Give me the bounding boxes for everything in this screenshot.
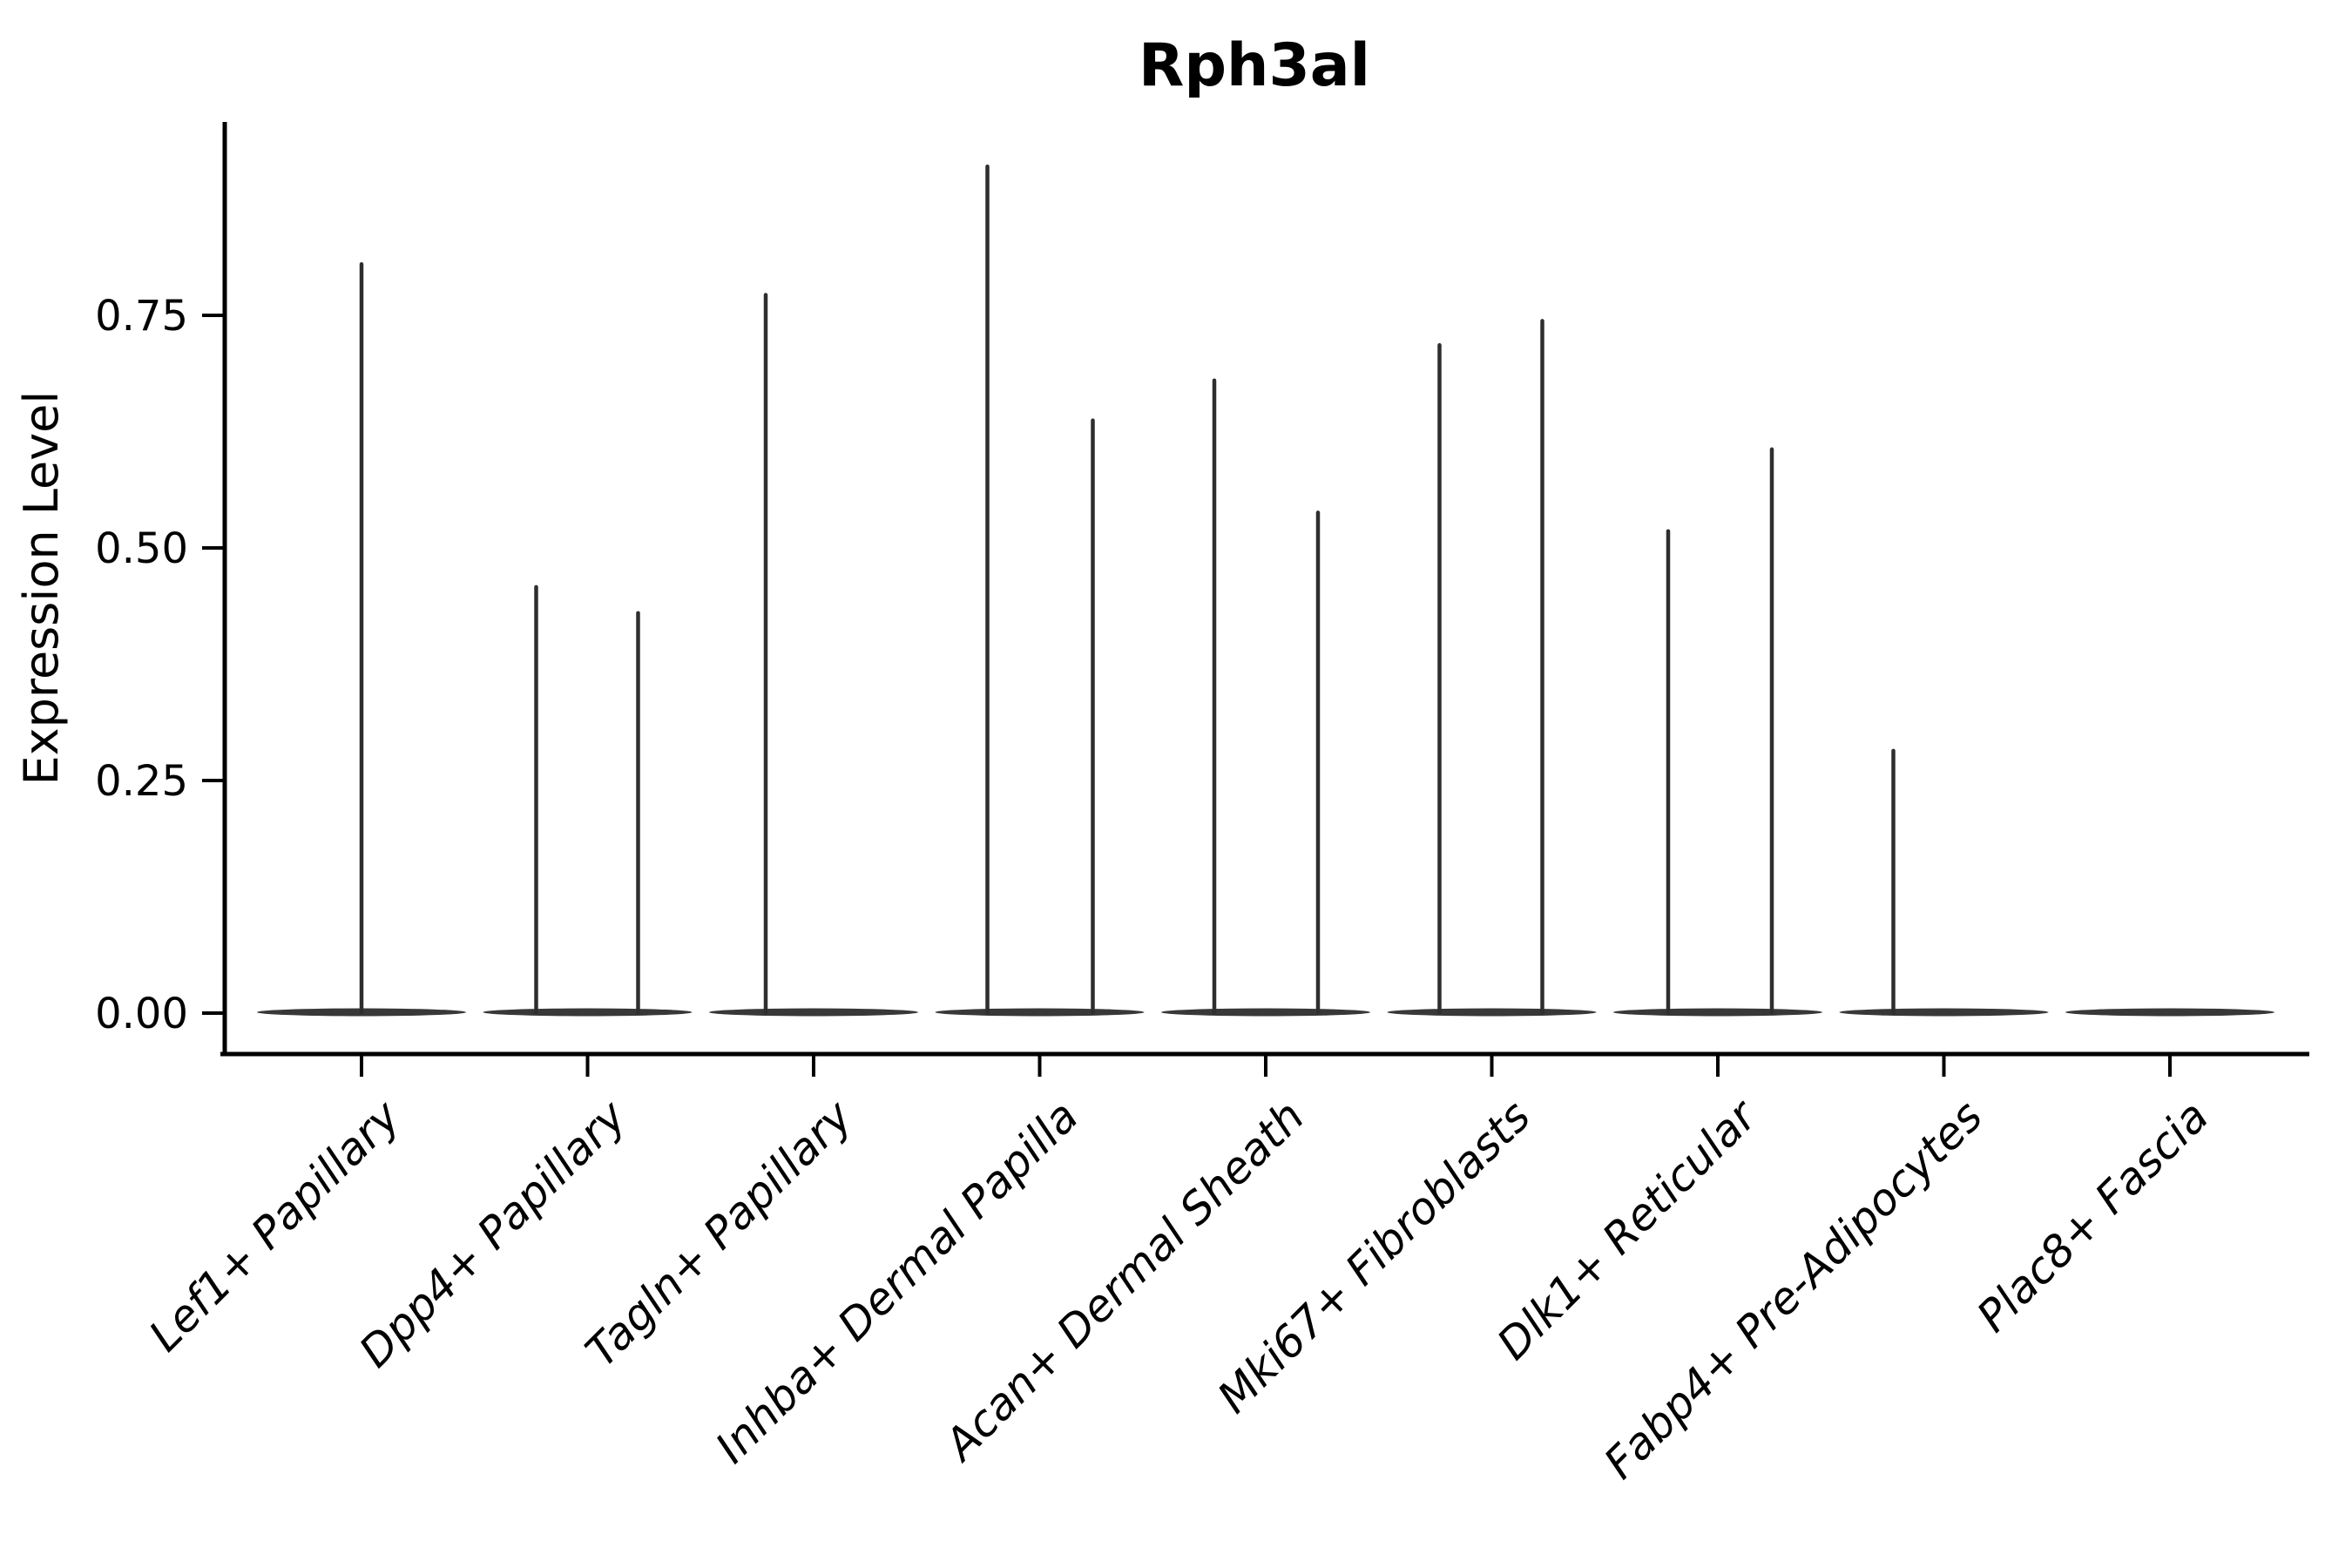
violin-base [1161,1008,1370,1017]
violin-base [2065,1008,2274,1017]
y-tick-label: 0.25 [95,757,188,806]
violin-base [709,1008,918,1017]
violin-base [1387,1008,1597,1017]
y-axis-title: Expression Level [14,391,69,786]
chart-title: Rph3al [1139,31,1370,100]
y-tick-label: 0.00 [95,990,188,1038]
violin-base [1613,1008,1822,1017]
violin-base [935,1008,1145,1017]
violin-base [1839,1008,2049,1017]
violin-base [483,1008,693,1017]
y-tick-label: 0.50 [95,524,188,573]
y-tick-label: 0.75 [95,292,188,341]
